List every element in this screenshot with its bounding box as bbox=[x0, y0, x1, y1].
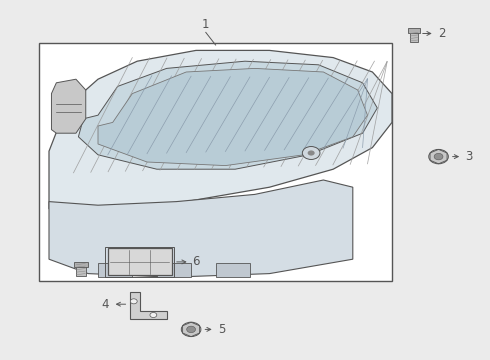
Polygon shape bbox=[51, 79, 86, 133]
Bar bbox=[39, 43, 392, 281]
Polygon shape bbox=[130, 292, 167, 319]
Circle shape bbox=[187, 326, 196, 333]
Polygon shape bbox=[49, 50, 392, 209]
Circle shape bbox=[181, 322, 201, 337]
Bar bbox=[216, 263, 250, 277]
Circle shape bbox=[302, 147, 320, 159]
Polygon shape bbox=[98, 68, 368, 166]
Polygon shape bbox=[49, 180, 353, 277]
Polygon shape bbox=[78, 61, 377, 169]
Bar bbox=[76, 266, 86, 276]
Text: 5: 5 bbox=[218, 323, 225, 336]
Bar bbox=[105, 247, 174, 277]
Text: 1: 1 bbox=[202, 18, 210, 31]
Circle shape bbox=[150, 312, 157, 318]
Bar bbox=[74, 262, 88, 267]
Circle shape bbox=[429, 149, 448, 164]
Circle shape bbox=[308, 150, 315, 156]
Bar bbox=[157, 263, 191, 277]
Text: 3: 3 bbox=[466, 150, 473, 163]
Bar bbox=[108, 248, 172, 275]
Circle shape bbox=[434, 153, 443, 160]
Bar bbox=[408, 28, 420, 33]
Circle shape bbox=[130, 299, 137, 304]
Text: 4: 4 bbox=[102, 298, 109, 311]
Bar bbox=[410, 32, 418, 42]
Bar bbox=[98, 263, 132, 277]
Text: 6: 6 bbox=[193, 255, 200, 269]
Text: 2: 2 bbox=[439, 27, 446, 40]
